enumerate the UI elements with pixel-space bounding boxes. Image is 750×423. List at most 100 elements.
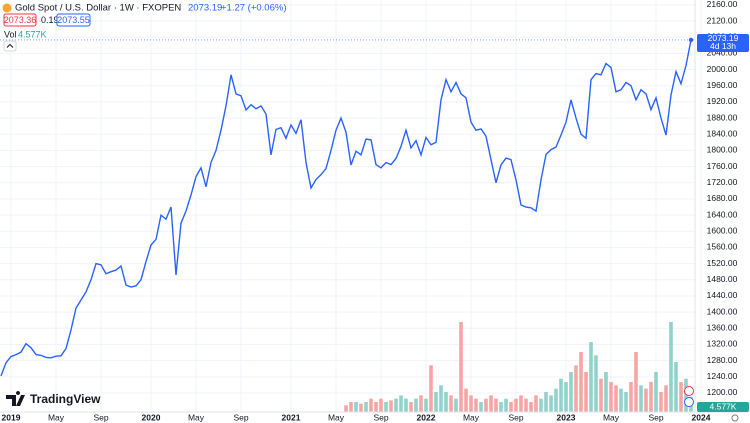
volume-bar (644, 388, 648, 412)
x-tick-label: Sep (648, 412, 663, 422)
volume-bar (504, 398, 508, 412)
volume-bar (344, 405, 348, 412)
volume-title: Vol (4, 29, 17, 39)
brand-name: TradingView (30, 392, 101, 406)
volume-bar (649, 382, 653, 412)
bid-box[interactable] (3, 13, 37, 27)
price-label: 2073.19 (708, 33, 739, 43)
volume-bar (439, 385, 443, 412)
event-marker[interactable] (684, 397, 694, 407)
volume-bar (684, 378, 688, 412)
x-tick-label: 2021 (282, 412, 301, 422)
y-tick-label: 1840.00 (707, 128, 738, 138)
volume-bar (409, 402, 413, 412)
volume-bar (664, 385, 668, 412)
x-tick-label: 2020 (142, 412, 161, 422)
grid (0, 0, 702, 412)
volume-bar (614, 385, 618, 412)
volume-bar (454, 398, 458, 412)
x-tick-label: Sep (93, 412, 108, 422)
settings-icon[interactable] (731, 414, 739, 422)
x-tick-label: May (48, 412, 65, 422)
volume-bar (569, 372, 573, 412)
y-tick-label: 1400.00 (707, 306, 738, 316)
y-tick-label: 1440.00 (707, 290, 738, 300)
y-tick-label: 1720.00 (707, 177, 738, 187)
volume-axis-label: 4.577K (710, 401, 737, 411)
volume-bar (634, 352, 638, 412)
x-tick-label: Sep (508, 412, 523, 422)
x-tick-label: May (188, 412, 205, 422)
volume-bar (594, 355, 598, 412)
volume-bar (414, 398, 418, 412)
volume-bar (654, 372, 658, 412)
volume-bar (489, 395, 493, 412)
volume-bar (524, 398, 528, 412)
volume-bar (484, 398, 488, 412)
y-tick-label: 1360.00 (707, 323, 738, 333)
volume-bar (534, 395, 538, 412)
ask-price[interactable]: 2073.55 (57, 15, 90, 25)
volume-bar (669, 322, 673, 412)
x-tick-label: 2022 (417, 412, 436, 422)
volume-bar (384, 402, 388, 412)
volume-bar (674, 362, 678, 412)
y-tick-label: 1920.00 (707, 96, 738, 106)
y-tick-label: 2160.00 (707, 0, 738, 9)
y-tick-label: 2120.00 (707, 15, 738, 25)
volume-bar (589, 342, 593, 412)
volume-bar (469, 395, 473, 412)
volume-value: 4.577K (18, 29, 47, 39)
volume-bar (499, 402, 503, 412)
collapse-button[interactable] (3, 40, 17, 52)
y-tick-label: 1640.00 (707, 209, 738, 219)
volume-bar (529, 402, 533, 412)
ask-box[interactable] (56, 13, 91, 27)
volume-bar (424, 398, 428, 412)
chevron-icon (6, 43, 14, 48)
volume-bar (539, 398, 543, 412)
x-tick-label: Sep (233, 412, 248, 422)
volume-bar (404, 398, 408, 412)
volume-bar (494, 398, 498, 412)
volume-bar (554, 388, 558, 412)
volume-bar (544, 392, 548, 412)
y-tick-label: 1320.00 (707, 339, 738, 349)
last-price: 2073.19 (188, 3, 222, 14)
y-tick-label: 1560.00 (707, 242, 738, 252)
y-tick-label: 1240.00 (707, 371, 738, 381)
volume-bar (389, 400, 393, 412)
volume-bar (599, 378, 603, 412)
y-tick-label: 1600.00 (707, 226, 738, 236)
volume-bar (434, 392, 438, 412)
volume-label-box (697, 402, 749, 412)
volume-bar (624, 392, 628, 412)
volume-bar (619, 388, 623, 412)
volume-bar (369, 398, 373, 412)
y-tick-label: 1280.00 (707, 355, 738, 365)
event-marker[interactable] (684, 386, 694, 396)
volume-bar (519, 395, 523, 412)
y-tick-label: 1880.00 (707, 112, 738, 122)
volume-bar (679, 382, 683, 412)
volume-bar (574, 365, 578, 412)
x-tick-label: 2024 (692, 412, 711, 422)
symbol-icon (2, 3, 12, 13)
volume-bar (584, 372, 588, 412)
x-tick-label: May (463, 412, 480, 422)
volume-bar (604, 372, 608, 412)
volume-bar (464, 388, 468, 412)
bid-price[interactable]: 2073.36 (4, 15, 37, 25)
x-tick-label: 2023 (557, 412, 576, 422)
volume-bar (394, 398, 398, 412)
x-tick-label: May (328, 412, 345, 422)
price-change: +1.27 (+0.06%) (221, 3, 287, 14)
countdown-label: 4d 13h (710, 41, 736, 51)
x-tick-label: May (603, 412, 620, 422)
symbol-title[interactable]: Gold Spot / U.S. Dollar · 1W · FXOPEN (15, 3, 181, 14)
volume-bar (354, 402, 358, 412)
volume-bar (364, 402, 368, 412)
volume-bar (659, 392, 663, 412)
y-tick-label: 1200.00 (707, 387, 738, 397)
